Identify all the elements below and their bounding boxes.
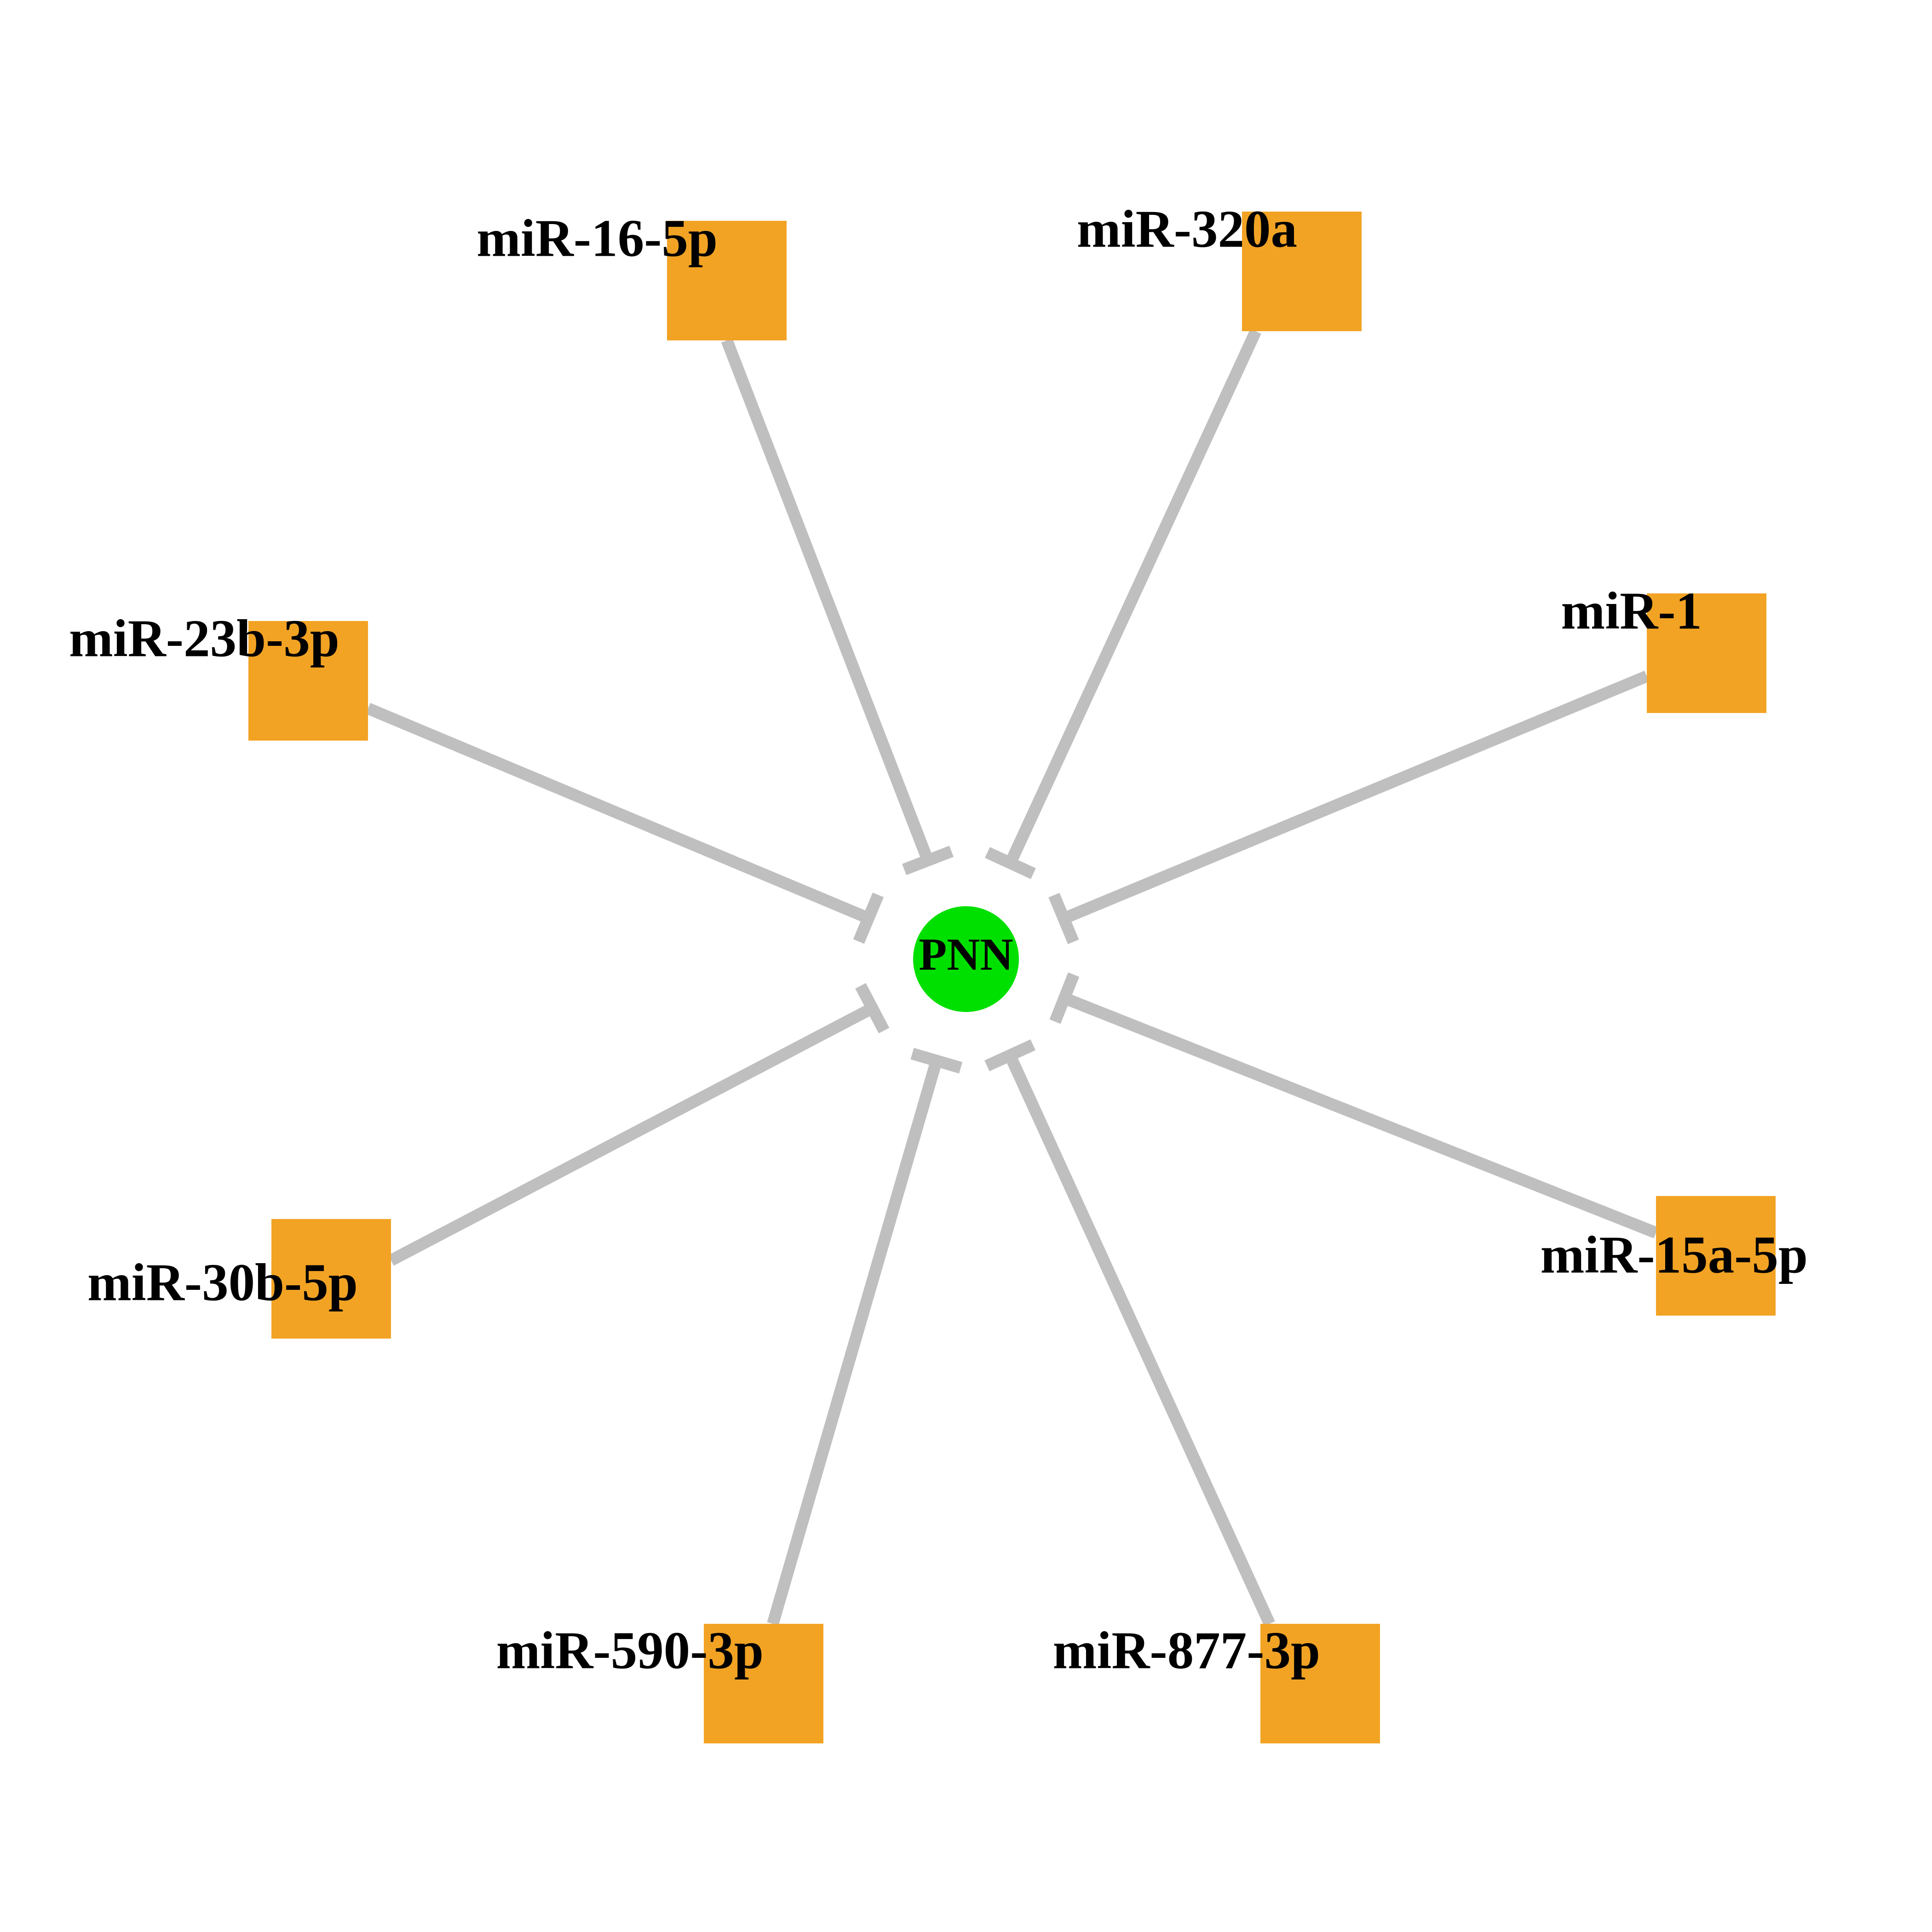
node-label-mir-320a: miR-320a — [1077, 200, 1297, 258]
node-label-mir-23b-3p: miR-23b-3p — [69, 609, 339, 667]
node-label-mir-590-3p: miR-590-3p — [496, 1621, 764, 1679]
node-label-mir-1: miR-1 — [1561, 581, 1702, 640]
node-label-mir-30b-5p: miR-30b-5p — [87, 1253, 358, 1311]
node-label-mir-16-5p: miR-16-5p — [477, 209, 718, 267]
node-label-mir-15a-5p: miR-15a-5p — [1541, 1225, 1808, 1284]
center-node-label: PNN — [919, 929, 1013, 980]
node-label-mir-877-3p: miR-877-3p — [1053, 1621, 1320, 1679]
